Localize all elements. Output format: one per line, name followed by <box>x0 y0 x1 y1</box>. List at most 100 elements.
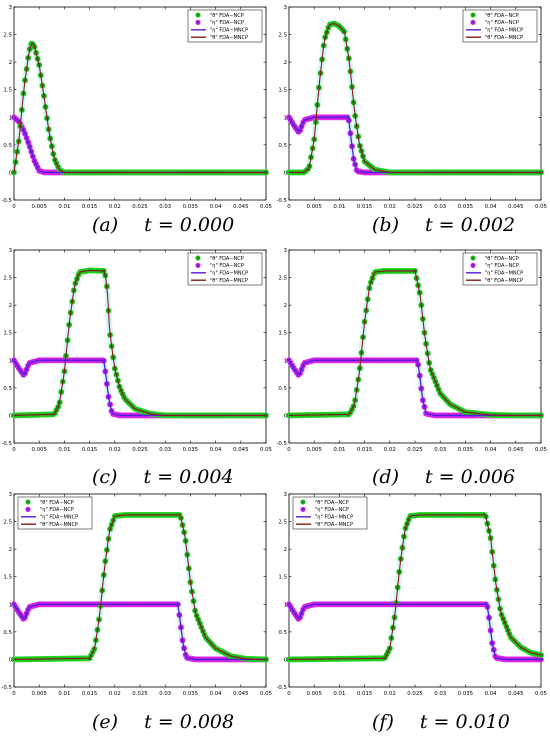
x-tick-label: 0.05 <box>260 204 272 210</box>
y-tick-label: 1 <box>9 602 12 608</box>
theta-mncp-line <box>288 514 542 660</box>
legend-label: "θ" FDA−NCP <box>485 13 519 19</box>
x-tick-label: 0.045 <box>508 447 523 453</box>
caption-panel-label: (a) <box>92 214 119 236</box>
x-tick-label: 0.01 <box>333 204 345 210</box>
legend-marker <box>470 255 476 261</box>
caption-panel-label: (c) <box>92 466 118 488</box>
x-tick-label: 0.005 <box>306 691 321 697</box>
caption-time: t = 0.004 <box>143 466 234 488</box>
chart-panel-b: 0 0.005 0.01 0.015 0.02 0.025 0.03 0.035 0.04 0.0… <box>276 5 547 210</box>
legend-marker <box>195 19 201 25</box>
caption-panel-label: (f) <box>372 711 394 733</box>
x-tick-label: 0.025 <box>132 691 147 697</box>
legend-label: "η" FDA−MNCP <box>485 271 523 277</box>
x-tick-label: 0.03 <box>434 204 446 210</box>
y-tick-label: 0 <box>284 170 288 176</box>
x-tick-label: 0.01 <box>58 447 70 453</box>
y-tick-label: 1.5 <box>3 331 12 337</box>
x-tick-label: 0.025 <box>407 204 422 210</box>
legend-label: "θ" FDA−NCP <box>210 256 244 262</box>
x-tick-label: 0.04 <box>485 447 498 453</box>
x-tick-label: 0.005 <box>31 691 46 697</box>
legend-marker <box>470 12 476 18</box>
x-tick-label: 0.02 <box>384 204 396 210</box>
x-tick-label: 0.04 <box>210 204 223 210</box>
y-tick-label: 3 <box>284 248 287 254</box>
y-tick-label: 3 <box>284 492 287 498</box>
y-tick-label: -0.5 <box>276 441 287 447</box>
legend-label: "η" FDA−MNCP <box>40 515 78 521</box>
x-tick-label: 0.015 <box>82 691 97 697</box>
chart-panel-d: 0 0.005 0.01 0.015 0.02 0.025 0.03 0.035 0.04 0.0… <box>276 248 547 453</box>
y-tick-label: 3 <box>9 492 12 498</box>
x-tick-label: 0.035 <box>458 447 473 453</box>
x-tick-label: 0.05 <box>535 691 547 697</box>
y-tick-label: 1.5 <box>3 575 12 581</box>
y-tick-label: 0.5 <box>3 386 12 392</box>
x-tick-label: 0.04 <box>485 691 498 697</box>
y-tick-label: -0.5 <box>1 685 12 691</box>
legend-label: "θ" FDA−MNCP <box>210 35 248 41</box>
legend-label: "θ" FDA−MNCP <box>40 522 78 528</box>
chart-panel-e: 0 0.005 0.01 0.015 0.02 0.025 0.03 0.035 0.04 0.0… <box>1 492 272 697</box>
caption-time: t = 0.002 <box>425 214 516 236</box>
legend-label: "θ" FDA−MNCP <box>485 35 523 41</box>
x-tick-label: 0.045 <box>508 204 523 210</box>
y-tick-label: 1.5 <box>3 88 12 94</box>
x-tick-label: 0.035 <box>458 691 473 697</box>
y-tick-label: 1.5 <box>278 575 287 581</box>
y-tick-label: 2 <box>284 547 287 553</box>
x-tick-label: 0 <box>12 204 16 210</box>
x-tick-label: 0 <box>287 204 291 210</box>
y-tick-label: 2.5 <box>278 520 287 526</box>
legend-label: "η" FDA−MNCP <box>485 28 523 34</box>
x-tick-label: 0.01 <box>333 447 345 453</box>
legend-marker <box>195 262 201 268</box>
legend-label: "θ" FDA−MNCP <box>315 522 353 528</box>
legend-label: "θ" FDA−MNCP <box>485 278 523 284</box>
y-tick-label: 0.5 <box>3 143 12 149</box>
legend-marker <box>25 506 31 512</box>
y-tick-label: -0.5 <box>1 198 12 204</box>
x-tick-label: 0.05 <box>535 447 547 453</box>
legend-label: "η" FDA−NCP <box>40 507 74 513</box>
legend-label: "η" FDA−NCP <box>485 20 519 26</box>
caption-a: (a) t = 0.000 <box>92 214 234 236</box>
caption-panel-label: (d) <box>372 466 399 488</box>
x-tick-label: 0.05 <box>260 691 272 697</box>
x-tick-label: 0.025 <box>407 447 422 453</box>
y-tick-label: 1.5 <box>278 88 287 94</box>
legend-label: "θ" FDA−NCP <box>485 256 519 262</box>
y-tick-label: 2.5 <box>278 276 287 282</box>
caption-b: (b) t = 0.002 <box>372 214 515 236</box>
x-tick-label: 0.03 <box>434 447 446 453</box>
x-tick-label: 0.005 <box>31 447 46 453</box>
legend-label: "η" FDA−NCP <box>315 507 349 513</box>
y-tick-label: 0 <box>9 413 13 419</box>
legend-label: "θ" FDA−NCP <box>210 13 244 19</box>
caption-panel-label: (b) <box>372 214 399 236</box>
eta-mncp-line <box>288 603 541 661</box>
x-tick-label: 0.02 <box>109 691 121 697</box>
y-tick-label: 0.5 <box>278 386 287 392</box>
legend-label: "η" FDA−MNCP <box>210 28 248 34</box>
x-tick-label: 0.015 <box>357 447 372 453</box>
legend-label: "η" FDA−NCP <box>485 263 519 269</box>
legend-label: "θ" FDA−NCP <box>315 500 349 506</box>
y-tick-label: 2.5 <box>3 520 12 526</box>
y-tick-label: 1.5 <box>278 331 287 337</box>
y-tick-label: 0 <box>9 657 13 663</box>
legend-label: "θ" FDA−NCP <box>40 500 74 506</box>
x-tick-label: 0.045 <box>508 691 523 697</box>
theta-mncp-line <box>13 514 267 660</box>
x-tick-label: 0.01 <box>58 204 70 210</box>
y-tick-label: 1 <box>9 115 12 121</box>
y-tick-label: 1 <box>284 602 287 608</box>
y-tick-label: 3 <box>9 248 12 254</box>
caption-d: (d) t = 0.006 <box>372 466 515 488</box>
theta-mncp-line <box>288 270 541 416</box>
legend-label: "θ" FDA−MNCP <box>210 278 248 284</box>
y-tick-label: 2 <box>284 60 287 66</box>
x-tick-label: 0.035 <box>183 204 198 210</box>
